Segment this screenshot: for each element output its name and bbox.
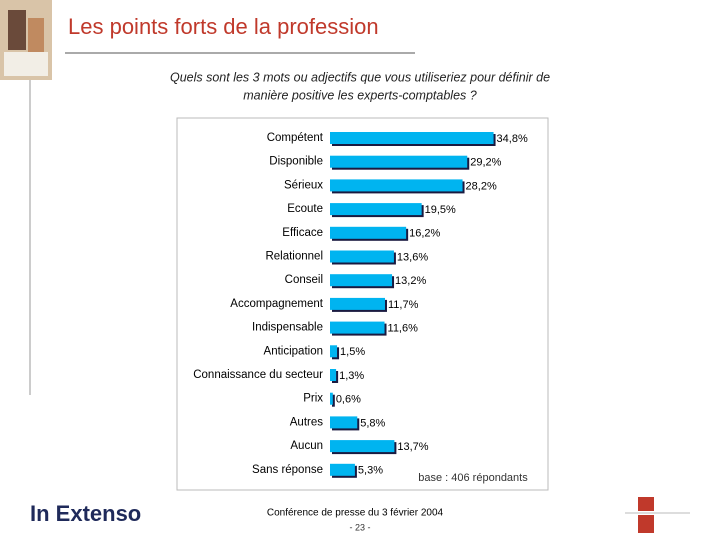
category-label: Autres <box>290 416 323 428</box>
category-label: Disponible <box>269 156 323 168</box>
value-label: 29,2% <box>470 157 501 169</box>
bar <box>330 132 494 144</box>
value-label: 11,6% <box>388 323 419 335</box>
bar <box>330 321 385 334</box>
bar <box>330 345 338 358</box>
value-label: 5,3% <box>358 465 383 477</box>
photo-figure <box>28 18 44 52</box>
bar <box>330 155 468 168</box>
subtitle: Quels sont les 3 mots ou adjectifs que v… <box>170 70 550 84</box>
photo-figure <box>8 10 26 50</box>
bar-shadow <box>332 394 335 407</box>
title: Les points forts de la profession <box>68 14 379 39</box>
category-label: Sérieux <box>284 179 323 191</box>
gfa-logo <box>625 497 690 533</box>
footer-page: - 23 - <box>349 522 370 532</box>
value-label: 1,3% <box>339 370 364 382</box>
value-label: 13,6% <box>397 251 428 263</box>
annotation: base : 406 répondants <box>418 472 528 484</box>
footer-event: Conférence de presse du 3 février 2004 <box>267 508 444 519</box>
value-label: 16,2% <box>409 228 440 240</box>
category-label: Prix <box>303 393 323 405</box>
bar <box>330 179 463 192</box>
category-label: Ecoute <box>287 203 323 215</box>
category-label: Indispensable <box>252 322 323 334</box>
bar <box>330 203 422 216</box>
category-label: Anticipation <box>264 345 323 357</box>
bar <box>330 226 407 239</box>
value-label: 1,5% <box>340 346 365 358</box>
value-label: 11,7% <box>388 299 419 311</box>
bar <box>330 274 393 287</box>
value-label: 0,6% <box>336 394 361 406</box>
bar <box>330 369 337 381</box>
photo-desk <box>4 52 48 76</box>
value-label: 28,2% <box>466 180 497 192</box>
logo-text: In Extenso <box>30 501 141 526</box>
bar <box>330 463 355 476</box>
bars: Compétent 34,8% Disponible 29,2% Sérieux 28,2… <box>193 132 528 478</box>
bar <box>330 250 394 263</box>
bar <box>330 440 395 453</box>
category-label: Aucun <box>290 440 323 452</box>
category-label: Conseil <box>285 274 323 286</box>
logo-block <box>638 497 654 511</box>
subtitle: manière positive les experts-comptables … <box>243 88 476 102</box>
category-label: Sans réponse <box>252 464 323 476</box>
logo-block <box>638 515 654 533</box>
bar <box>330 416 358 429</box>
category-label: Compétent <box>267 132 324 144</box>
bar <box>330 392 333 405</box>
category-label: Relationnel <box>265 251 323 263</box>
category-label: Connaissance du secteur <box>193 369 323 381</box>
category-label: Accompagnement <box>230 298 323 310</box>
value-label: 13,2% <box>395 275 426 287</box>
value-label: 19,5% <box>425 204 456 216</box>
value-label: 5,8% <box>360 417 385 429</box>
bar <box>330 297 385 310</box>
photo <box>0 0 52 80</box>
value-label: 34,8% <box>497 133 528 145</box>
value-label: 13,7% <box>397 441 428 453</box>
category-label: Efficace <box>282 227 323 239</box>
